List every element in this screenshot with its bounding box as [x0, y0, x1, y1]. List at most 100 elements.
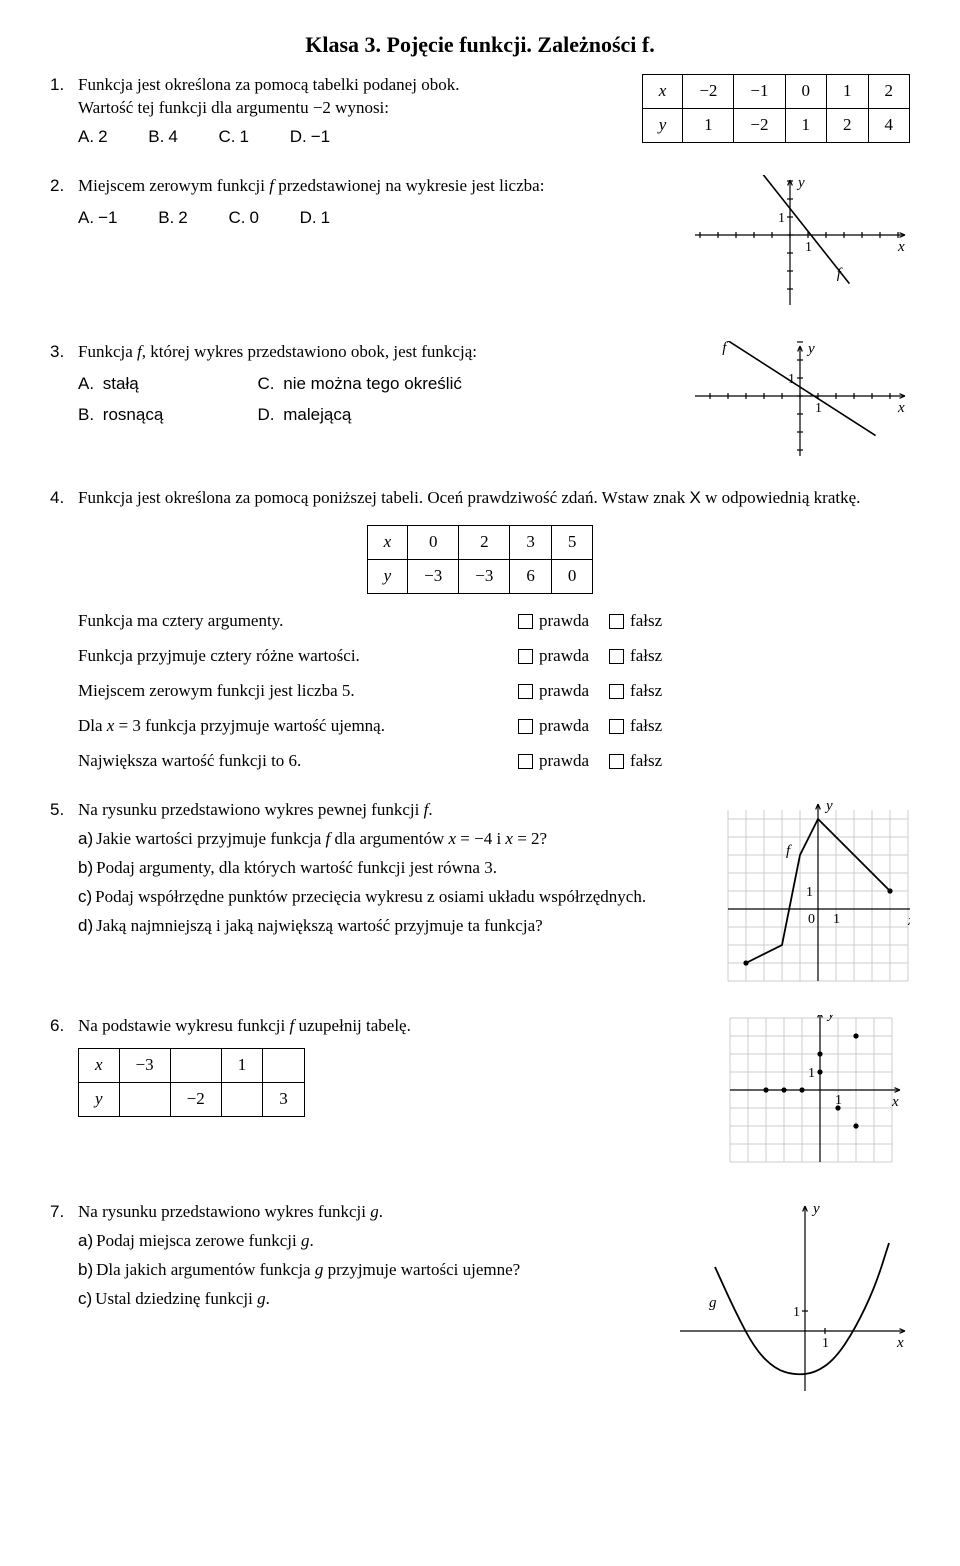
- q7-sub-a: a)Podaj miejsca zerowe funkcji g.: [78, 1230, 642, 1253]
- q2C-lab: C.: [228, 208, 245, 227]
- q2D-val: 1: [321, 208, 330, 227]
- q3-opt-C[interactable]: C. nie można tego określić: [258, 373, 462, 396]
- q6-t-c[interactable]: [221, 1082, 263, 1116]
- q1-t-c: 1: [785, 108, 827, 142]
- q4-stmt: Funkcja przyjmuje cztery różne wartości.: [78, 645, 498, 668]
- label-false: fałsz: [630, 645, 662, 668]
- q4-t-c: 2: [459, 526, 510, 560]
- q2-opt-A[interactable]: A.−1: [78, 207, 117, 230]
- q1-t-c: 0: [785, 74, 827, 108]
- checkbox-true[interactable]: [518, 614, 533, 629]
- q4-stmt-row: Największa wartość funkcji to 6.prawdafa…: [78, 750, 910, 773]
- checkbox-true[interactable]: [518, 684, 533, 699]
- question-4: 4. Funkcja jest określona za pomocą poni…: [50, 487, 910, 774]
- q4-text: Funkcja jest określona za pomocą poniższ…: [78, 487, 910, 510]
- question-1: 1. Funkcja jest określona za pomocą tabe…: [50, 74, 910, 149]
- checkbox-false[interactable]: [609, 614, 624, 629]
- q6-t-c: −2: [170, 1082, 221, 1116]
- q6-t-c: −3: [119, 1048, 170, 1082]
- q4-t-c: 6: [510, 560, 552, 594]
- q5-suba-lab: a): [78, 829, 93, 848]
- q3-chart: xy11f: [690, 341, 910, 461]
- q1-opt-A[interactable]: A.2: [78, 126, 108, 149]
- svg-text:1: 1: [822, 1336, 829, 1351]
- label-true: prawda: [539, 610, 589, 633]
- q4-number: 4.: [50, 487, 78, 510]
- svg-text:1: 1: [833, 912, 840, 927]
- q1-opt-B[interactable]: B.4: [148, 126, 178, 149]
- q3B-val: rosnącą: [103, 405, 163, 424]
- q3-opt-A[interactable]: A. stałą: [78, 373, 163, 396]
- q1-optD-lab: D.: [290, 127, 307, 146]
- label-true: prawda: [539, 680, 589, 703]
- q1-opt-D[interactable]: D.−1: [290, 126, 330, 149]
- q6-text: Na podstawie wykresu funkcji f uzupełnij…: [78, 1015, 682, 1038]
- q5-number: 5.: [50, 799, 78, 822]
- q4-t-x: x: [367, 526, 408, 560]
- q2B-lab: B.: [158, 208, 174, 227]
- q5-subc-txt: Podaj współrzędne punktów przecięcia wyk…: [95, 887, 646, 906]
- q1-optC-val: 1: [240, 127, 249, 146]
- q2-number: 2.: [50, 175, 78, 198]
- q2-chart: xy11f: [690, 175, 910, 315]
- q3-chart-svg: xy11f: [690, 341, 910, 461]
- checkbox-false[interactable]: [609, 649, 624, 664]
- q2A-val: −1: [98, 208, 117, 227]
- q6-t-c[interactable]: [119, 1082, 170, 1116]
- q3D-lab: D.: [258, 405, 275, 424]
- q4-t-c: 3: [510, 526, 552, 560]
- q4-stmt-row: Dla x = 3 funkcja przyjmuje wartość ujem…: [78, 715, 910, 738]
- q5-sub-b: b)Podaj argumenty, dla których wartość f…: [78, 857, 682, 880]
- q4-stmt: Miejscem zerowym funkcji jest liczba 5.: [78, 680, 498, 703]
- q2-opt-C[interactable]: C.0: [228, 207, 258, 230]
- q2-options: A.−1 B.2 C.0 D.1: [78, 207, 662, 230]
- q1-optD-val: −1: [311, 127, 330, 146]
- q4-table: x 0 2 3 5 y −3 −3 6 0: [367, 525, 594, 594]
- q5-sub-c: c)Podaj współrzędne punktów przecięcia w…: [78, 886, 682, 909]
- q4-stmt: Funkcja ma cztery argumenty.: [78, 610, 498, 633]
- q7-chart-svg: xy11g: [670, 1201, 910, 1401]
- q6-t-x: x: [79, 1048, 120, 1082]
- q5-body: Na rysunku przedstawiono wykres pewnej f…: [78, 799, 682, 944]
- checkbox-false[interactable]: [609, 684, 624, 699]
- checkbox-false[interactable]: [609, 754, 624, 769]
- q3A-lab: A.: [78, 374, 94, 393]
- checkbox-true[interactable]: [518, 754, 533, 769]
- q1-table: x −2 −1 0 1 2 y 1 −2 1 2 4: [642, 74, 910, 143]
- q2-opt-D[interactable]: D.1: [300, 207, 330, 230]
- q6-t-c[interactable]: [263, 1048, 305, 1082]
- q3-opt-D[interactable]: D. malejącą: [258, 404, 462, 427]
- q6-t-c[interactable]: [170, 1048, 221, 1082]
- q4-t-c: −3: [459, 560, 510, 594]
- q4-stmt: Dla x = 3 funkcja przyjmuje wartość ujem…: [78, 715, 498, 738]
- q4-t-c: −3: [408, 560, 459, 594]
- q6-body: Na podstawie wykresu funkcji f uzupełnij…: [78, 1015, 682, 1117]
- svg-text:y: y: [806, 341, 815, 357]
- q3-opt-B[interactable]: B. rosnącą: [78, 404, 163, 427]
- svg-text:x: x: [897, 400, 905, 416]
- q3C-lab: C.: [258, 374, 275, 393]
- q2-body: Miejscem zerowym funkcji f przedstawione…: [78, 175, 662, 231]
- q4-stmt-row: Funkcja ma cztery argumenty.prawdafałsz: [78, 610, 910, 633]
- q5-subb-txt: Podaj argumenty, dla których wartość fun…: [96, 858, 497, 877]
- q3-body: Funkcja f, której wykres przedstawiono o…: [78, 341, 662, 428]
- label-false: fałsz: [630, 715, 662, 738]
- q4-t-c: 5: [551, 526, 593, 560]
- q1-optB-lab: B.: [148, 127, 164, 146]
- svg-text:g: g: [709, 1295, 717, 1311]
- q2-opt-B[interactable]: B.2: [158, 207, 188, 230]
- q1-opt-C[interactable]: C.1: [219, 126, 249, 149]
- svg-text:1: 1: [805, 240, 812, 255]
- question-3: 3. Funkcja f, której wykres przedstawion…: [50, 341, 910, 461]
- label-true: prawda: [539, 750, 589, 773]
- svg-text:f: f: [722, 341, 728, 356]
- q1-t-x: x: [642, 74, 683, 108]
- q5-sub-d: d)Jaką najmniejszą i jaką największą war…: [78, 915, 682, 938]
- q1-t-c: 2: [827, 108, 869, 142]
- q4-t-c: 0: [551, 560, 593, 594]
- checkbox-true[interactable]: [518, 719, 533, 734]
- q1-t-c: 2: [868, 74, 910, 108]
- q5-chart: xy011f: [710, 799, 910, 989]
- checkbox-false[interactable]: [609, 719, 624, 734]
- checkbox-true[interactable]: [518, 649, 533, 664]
